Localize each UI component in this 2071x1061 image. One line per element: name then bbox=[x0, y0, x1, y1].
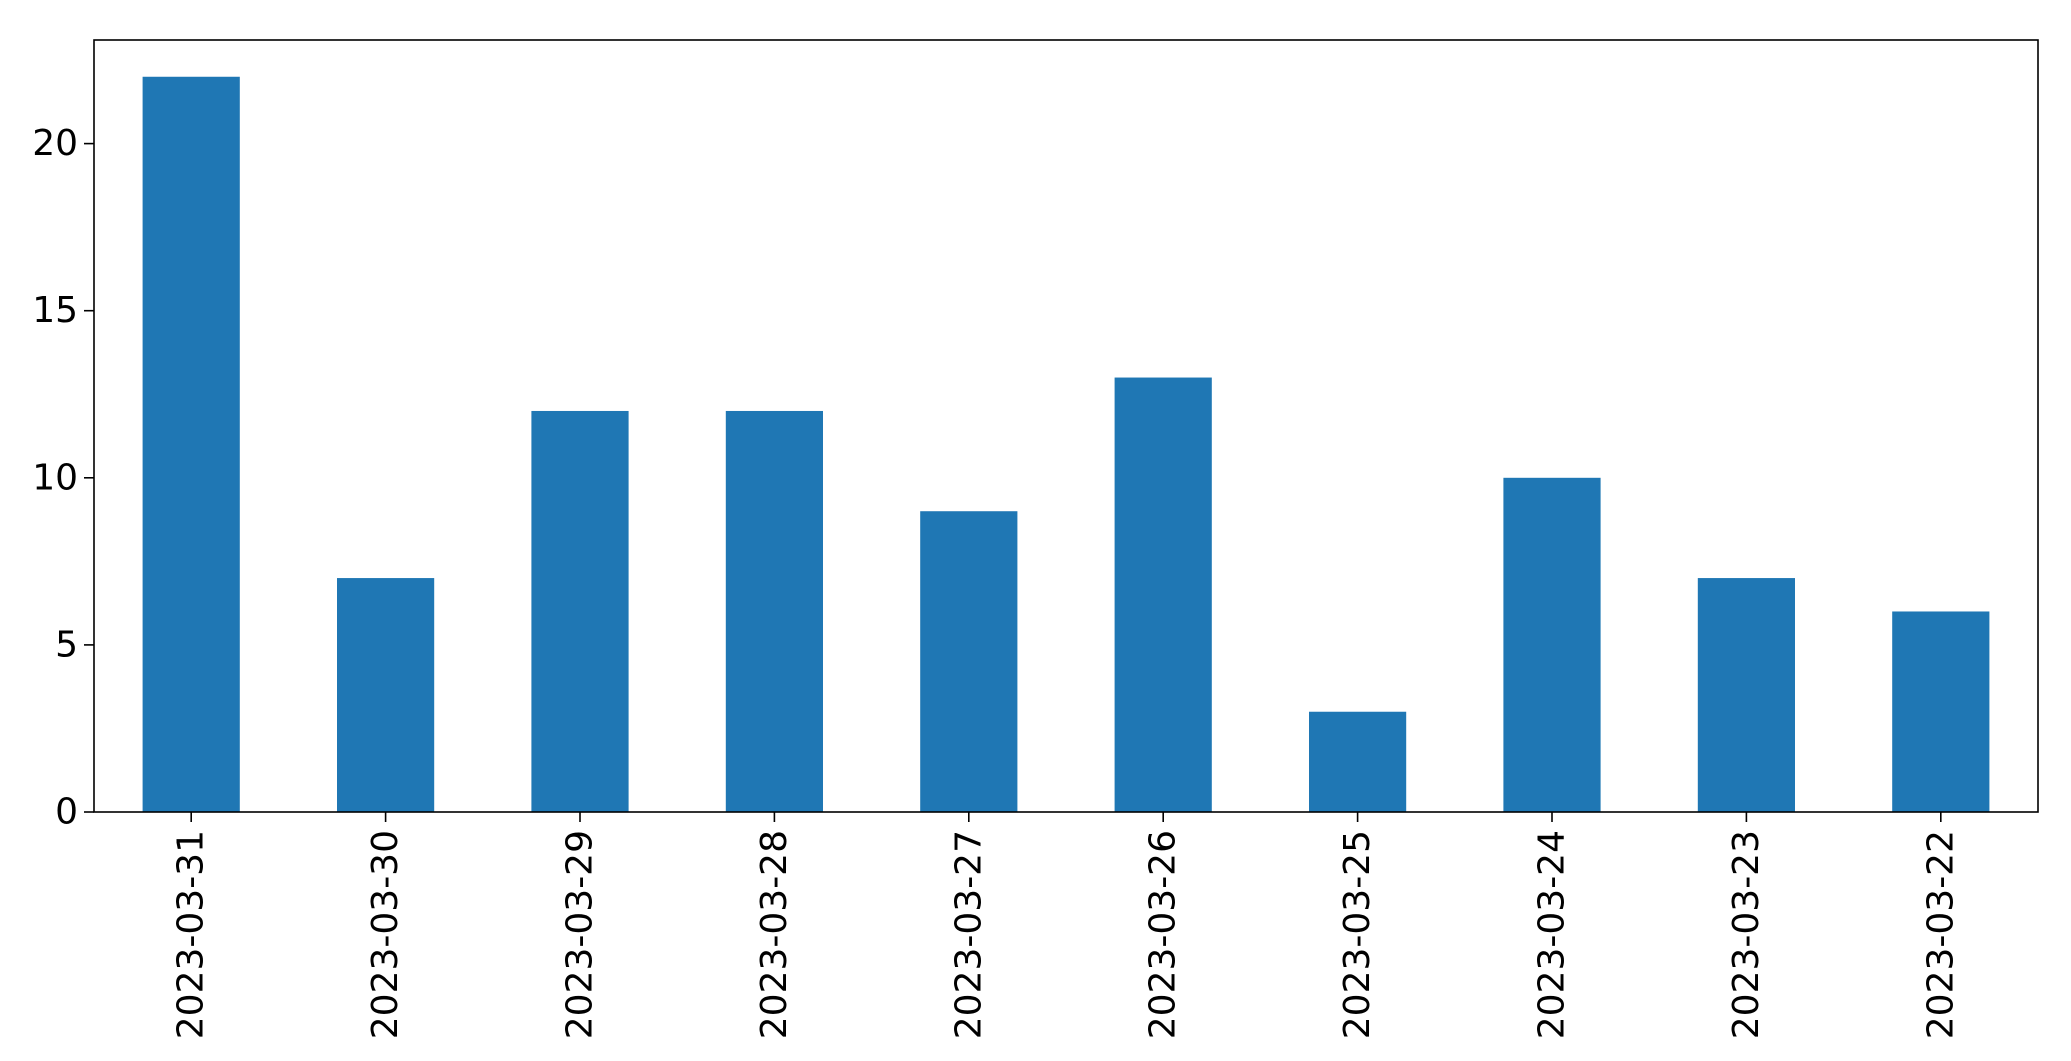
x-tick-label: 2023-03-22 bbox=[1920, 830, 1961, 1039]
bar-2023-03-28 bbox=[726, 411, 823, 812]
x-axis: 2023-03-31 2023-03-30 2023-03-29 2023-03-28… bbox=[171, 812, 1962, 1039]
y-tick-label: 10 bbox=[32, 457, 78, 498]
x-tick-label: 2023-03-31 bbox=[171, 830, 212, 1039]
y-tick-label: 0 bbox=[55, 792, 78, 833]
bar-2023-03-25 bbox=[1309, 712, 1406, 812]
bar-2023-03-24 bbox=[1503, 478, 1600, 812]
bar-2023-03-23 bbox=[1698, 578, 1795, 812]
y-tick-label: 5 bbox=[55, 624, 78, 665]
bar-2023-03-30 bbox=[337, 578, 434, 812]
x-tick-label: 2023-03-28 bbox=[754, 830, 795, 1039]
y-axis: 0 5 10 15 20 bbox=[32, 123, 94, 832]
x-tick-label: 2023-03-25 bbox=[1337, 830, 1378, 1039]
bar-2023-03-31 bbox=[143, 77, 240, 812]
x-tick-label: 2023-03-30 bbox=[365, 830, 406, 1039]
x-tick-label: 2023-03-23 bbox=[1726, 830, 1767, 1039]
bars-layer bbox=[143, 77, 1990, 812]
y-tick-label: 20 bbox=[32, 123, 78, 164]
x-tick-label: 2023-03-24 bbox=[1532, 830, 1573, 1039]
x-tick-label: 2023-03-27 bbox=[948, 830, 989, 1039]
x-tick-label: 2023-03-26 bbox=[1143, 830, 1184, 1039]
x-tick-label: 2023-03-29 bbox=[560, 830, 601, 1039]
y-tick-label: 15 bbox=[32, 290, 78, 331]
bar-2023-03-22 bbox=[1892, 611, 1989, 812]
bar-2023-03-29 bbox=[531, 411, 628, 812]
bar-2023-03-27 bbox=[920, 511, 1017, 812]
bar-2023-03-26 bbox=[1115, 378, 1212, 812]
